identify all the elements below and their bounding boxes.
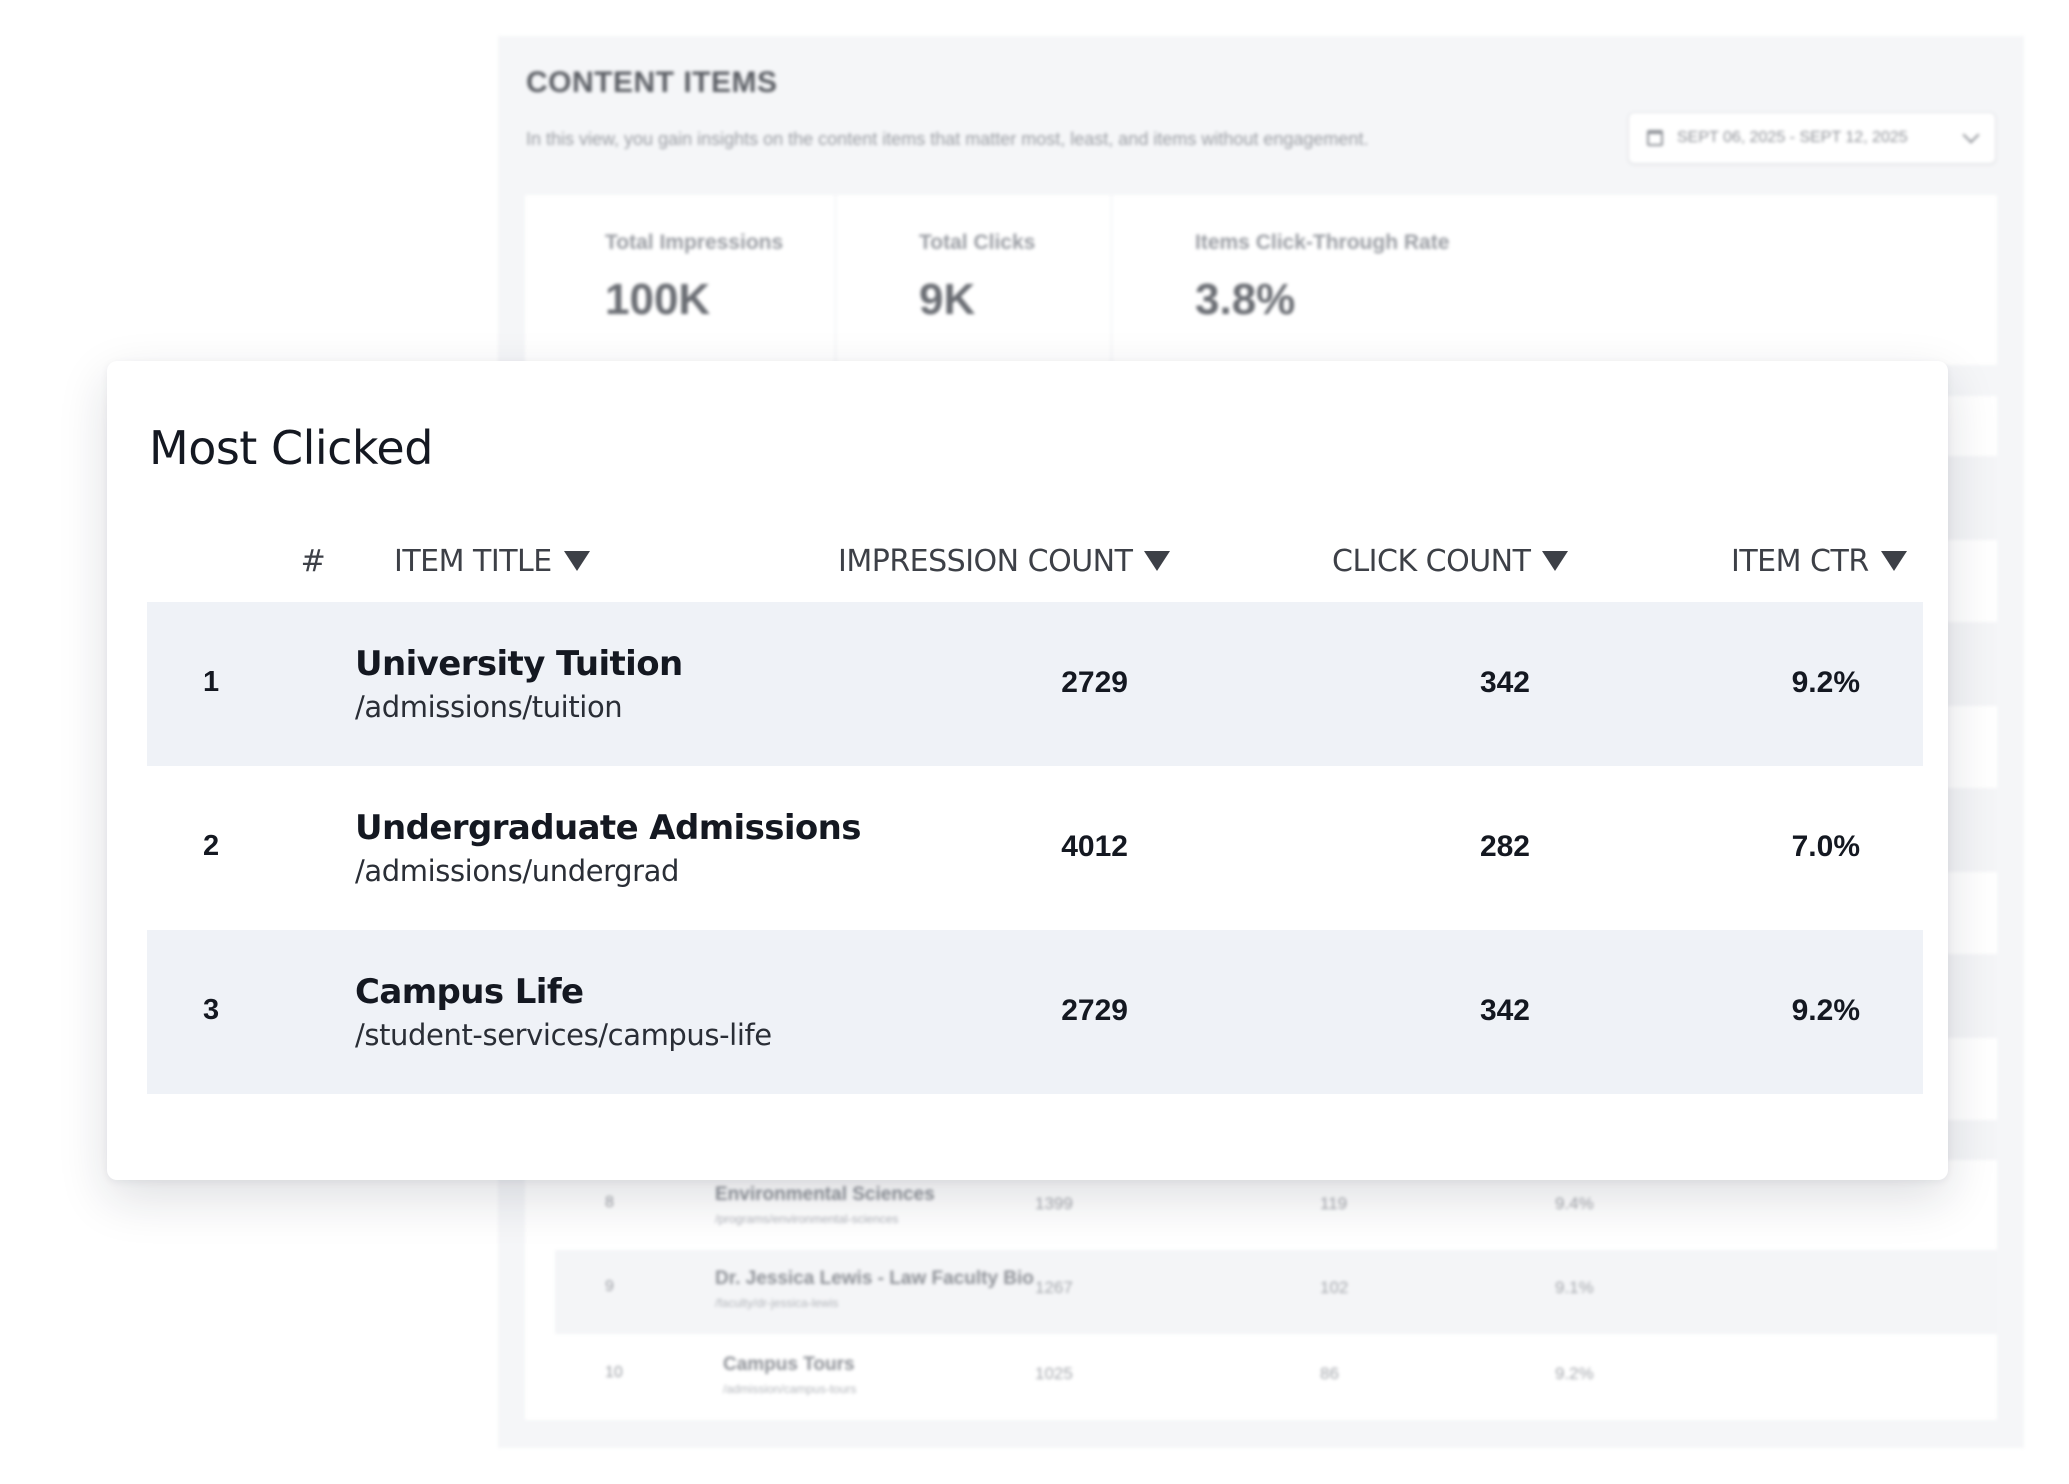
- column-label: ITEM CTR: [1731, 543, 1869, 579]
- stat-label: Total Impressions: [605, 231, 784, 254]
- column-header-click-count[interactable]: CLICK COUNT: [1332, 531, 1569, 591]
- column-label: IMPRESSION COUNT: [838, 543, 1133, 579]
- most-clicked-card: Most Clicked # ITEM TITLE IMPRESSION COU…: [107, 361, 1948, 1180]
- stat-label: Total Clicks: [919, 231, 1036, 254]
- row-path: /admissions/undergrad: [355, 854, 680, 888]
- column-header-impression-count[interactable]: IMPRESSION COUNT: [838, 531, 1171, 591]
- sort-down-icon: [1144, 551, 1171, 571]
- row-impressions: 1399: [1035, 1194, 1073, 1213]
- row-impressions: 2729: [1061, 666, 1128, 699]
- row-ctr: 9.1%: [1555, 1278, 1594, 1297]
- table-row[interactable]: 1 University Tuition /admissions/tuition…: [147, 602, 1923, 766]
- sort-down-icon: [1542, 551, 1569, 571]
- sort-down-icon: [563, 551, 590, 571]
- row-path: /student-services/campus-life: [355, 1018, 772, 1052]
- column-label: ITEM TITLE: [394, 543, 552, 579]
- stat-value: 9K: [919, 275, 976, 324]
- row-path: /programs/environmental-sciences: [715, 1212, 899, 1226]
- row-clicks: 282: [1479, 830, 1530, 863]
- table-row[interactable]: 3 Campus Life /student-services/campus-l…: [147, 930, 1923, 1094]
- column-header-item-ctr[interactable]: ITEM CTR: [1731, 531, 1907, 591]
- calendar-icon: [1647, 130, 1663, 146]
- table-row[interactable]: 8 Environmental Sciences /programs/envir…: [565, 1166, 1997, 1250]
- row-ctr: 7.0%: [1791, 830, 1860, 863]
- row-rank: 2: [203, 830, 220, 862]
- row-rank: 3: [203, 994, 220, 1026]
- row-rank: 10: [605, 1364, 623, 1381]
- row-rank: 9: [605, 1278, 614, 1295]
- row-impressions: 1267: [1035, 1278, 1073, 1297]
- row-clicks: 342: [1479, 666, 1530, 699]
- row-impressions: 4012: [1061, 830, 1128, 863]
- table-body: 1 University Tuition /admissions/tuition…: [147, 602, 1923, 1094]
- row-clicks: 86: [1320, 1364, 1339, 1383]
- column-label: CLICK COUNT: [1332, 543, 1531, 579]
- table-row-stripe: [555, 1250, 1997, 1334]
- row-path: /faculty/dr-jessica-lewis: [715, 1296, 839, 1310]
- column-header-item-title[interactable]: ITEM TITLE: [394, 531, 590, 591]
- stat-total-impressions: Total Impressions 100K: [525, 195, 835, 365]
- row-clicks: 342: [1479, 994, 1530, 1027]
- row-impressions: 2729: [1061, 994, 1128, 1027]
- row-impressions: 1025: [1035, 1364, 1073, 1383]
- row-rank: 1: [203, 666, 220, 698]
- row-title: Environmental Sciences: [715, 1184, 935, 1205]
- dashboard-title: CONTENT ITEMS: [526, 66, 778, 99]
- row-title[interactable]: University Tuition: [355, 644, 683, 684]
- row-rank: 8: [605, 1194, 614, 1211]
- date-range-label: SEPT 06, 2025 - SEPT 12, 2025: [1677, 129, 1908, 146]
- stat-value: 3.8%: [1195, 275, 1296, 324]
- row-ctr: 9.2%: [1791, 994, 1860, 1027]
- table-row[interactable]: 2 Undergraduate Admissions /admissions/u…: [147, 766, 1923, 930]
- row-clicks: 102: [1320, 1278, 1349, 1297]
- table-row[interactable]: 9 Dr. Jessica Lewis - Law Faculty Bio /f…: [565, 1250, 1997, 1334]
- row-ctr: 9.2%: [1555, 1364, 1594, 1383]
- row-path: /admission/campus-tours: [723, 1382, 857, 1396]
- stat-label: Items Click-Through Rate: [1195, 231, 1450, 254]
- column-label: #: [300, 543, 326, 579]
- card-title: Most Clicked: [149, 421, 433, 475]
- row-title[interactable]: Campus Life: [355, 972, 584, 1012]
- row-title[interactable]: Undergraduate Admissions: [355, 808, 862, 848]
- row-ctr: 9.4%: [1555, 1194, 1594, 1213]
- sort-down-icon: [1880, 551, 1907, 571]
- table-row[interactable]: 10 Campus Tours /admission/campus-tours …: [565, 1336, 1997, 1420]
- dashboard-description: In this view, you gain insights on the c…: [526, 129, 1369, 149]
- stat-total-clicks: Total Clicks 9K: [835, 195, 1111, 365]
- stat-value: 100K: [605, 275, 711, 324]
- row-title: Dr. Jessica Lewis - Law Faculty Bio: [715, 1268, 1034, 1289]
- column-header-rank: #: [301, 531, 326, 591]
- row-title: Campus Tours: [723, 1354, 855, 1375]
- stat-click-through-rate: Items Click-Through Rate 3.8%: [1111, 195, 1997, 365]
- row-clicks: 119: [1320, 1194, 1348, 1213]
- table-header: # ITEM TITLE IMPRESSION COUNT CLICK COUN…: [147, 531, 1923, 591]
- row-path: /admissions/tuition: [355, 690, 623, 724]
- row-ctr: 9.2%: [1791, 666, 1860, 699]
- chevron-down-icon: [1962, 126, 1980, 144]
- stats-panel: Total Impressions 100K Total Clicks 9K I…: [525, 195, 1997, 365]
- date-range-picker[interactable]: SEPT 06, 2025 - SEPT 12, 2025: [1628, 112, 1996, 164]
